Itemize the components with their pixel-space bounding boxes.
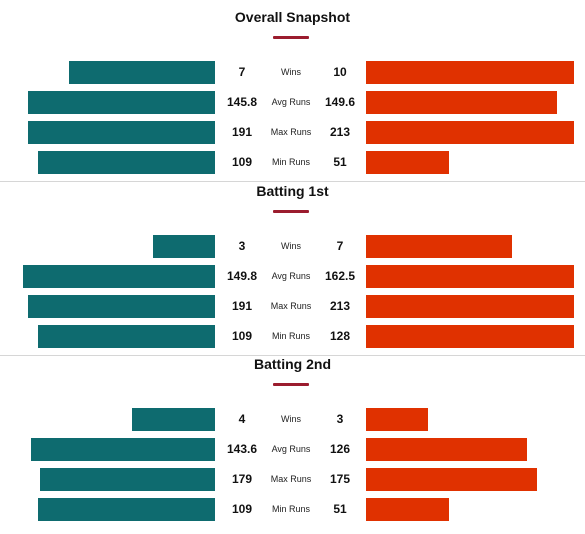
stat-label: Min Runs xyxy=(271,157,310,167)
team-b-value: 149.6 xyxy=(324,95,356,109)
stat-label: Wins xyxy=(281,241,301,251)
section-title: Batting 1st xyxy=(256,183,329,199)
stat-row-max-runs: 191 Max Runs 213 xyxy=(0,121,585,144)
section-title: Batting 2nd xyxy=(254,356,331,372)
team-a-value: 149.8 xyxy=(226,269,258,283)
team-b-bar xyxy=(366,235,512,258)
stat-row-avg-runs: 145.8 Avg Runs 149.6 xyxy=(0,91,585,114)
team-b-bar xyxy=(366,91,557,114)
team-b-bar xyxy=(366,325,574,348)
section-title: Overall Snapshot xyxy=(234,9,351,25)
team-b-value: 162.5 xyxy=(324,269,356,283)
team-a-bar xyxy=(38,498,215,521)
team-b-bar xyxy=(366,408,428,431)
stat-row-avg-runs: 143.6 Avg Runs 126 xyxy=(0,438,585,461)
team-a-bar xyxy=(40,468,215,491)
team-b-value: 213 xyxy=(329,299,351,313)
team-a-bar xyxy=(153,235,215,258)
team-b-value: 126 xyxy=(329,442,351,456)
team-b-bar xyxy=(366,121,574,144)
team-a-value: 4 xyxy=(238,412,246,426)
team-a-bar xyxy=(31,438,215,461)
stat-label: Max Runs xyxy=(270,301,312,311)
team-b-value: 175 xyxy=(329,472,351,486)
team-b-value: 3 xyxy=(336,412,344,426)
team-b-bar xyxy=(366,295,574,318)
team-a-bar xyxy=(69,61,215,84)
stat-row-min-runs: 109 Min Runs 51 xyxy=(0,151,585,174)
team-b-bar xyxy=(366,265,574,288)
team-b-value: 10 xyxy=(333,65,347,79)
team-b-value: 128 xyxy=(329,329,351,343)
stat-label: Avg Runs xyxy=(271,444,311,454)
stat-label: Avg Runs xyxy=(271,271,311,281)
stat-row-wins: 7 Wins 10 xyxy=(0,61,585,84)
title-underline xyxy=(273,383,309,386)
stat-label: Min Runs xyxy=(271,331,310,341)
team-a-value: 109 xyxy=(231,329,253,343)
team-b-value: 213 xyxy=(329,125,351,139)
stat-row-wins: 3 Wins 7 xyxy=(0,235,585,258)
title-underline xyxy=(273,210,309,213)
team-a-bar xyxy=(38,325,215,348)
stat-row-max-runs: 179 Max Runs 175 xyxy=(0,468,585,491)
team-b-bar xyxy=(366,498,449,521)
stat-label: Min Runs xyxy=(271,504,310,514)
stat-row-avg-runs: 149.8 Avg Runs 162.5 xyxy=(0,265,585,288)
team-a-value: 7 xyxy=(238,65,246,79)
stat-row-wins: 4 Wins 3 xyxy=(0,408,585,431)
team-a-bar xyxy=(23,265,215,288)
section-divider xyxy=(0,355,585,356)
section-divider xyxy=(0,181,585,182)
stat-label: Wins xyxy=(281,67,301,77)
team-b-value: 7 xyxy=(336,239,344,253)
stat-label: Max Runs xyxy=(270,474,312,484)
team-a-value: 191 xyxy=(231,125,253,139)
team-b-value: 51 xyxy=(333,502,347,516)
team-b-bar xyxy=(366,151,449,174)
team-a-bar xyxy=(38,151,215,174)
team-a-value: 191 xyxy=(231,299,253,313)
team-a-value: 109 xyxy=(231,155,253,169)
team-b-bar xyxy=(366,468,537,491)
team-a-bar xyxy=(28,295,215,318)
team-a-bar xyxy=(28,91,215,114)
title-underline xyxy=(273,36,309,39)
team-a-bar xyxy=(132,408,215,431)
team-a-value: 179 xyxy=(231,472,253,486)
team-a-value: 3 xyxy=(238,239,246,253)
team-b-value: 51 xyxy=(333,155,347,169)
team-a-value: 109 xyxy=(231,502,253,516)
stat-label: Wins xyxy=(281,414,301,424)
stat-label: Max Runs xyxy=(270,127,312,137)
team-b-bar xyxy=(366,438,527,461)
stat-row-min-runs: 109 Min Runs 51 xyxy=(0,498,585,521)
team-a-value: 145.8 xyxy=(226,95,258,109)
team-b-bar xyxy=(366,61,574,84)
stat-row-min-runs: 109 Min Runs 128 xyxy=(0,325,585,348)
stat-label: Avg Runs xyxy=(271,97,311,107)
team-a-value: 143.6 xyxy=(226,442,258,456)
stat-row-max-runs: 191 Max Runs 213 xyxy=(0,295,585,318)
team-a-bar xyxy=(28,121,215,144)
